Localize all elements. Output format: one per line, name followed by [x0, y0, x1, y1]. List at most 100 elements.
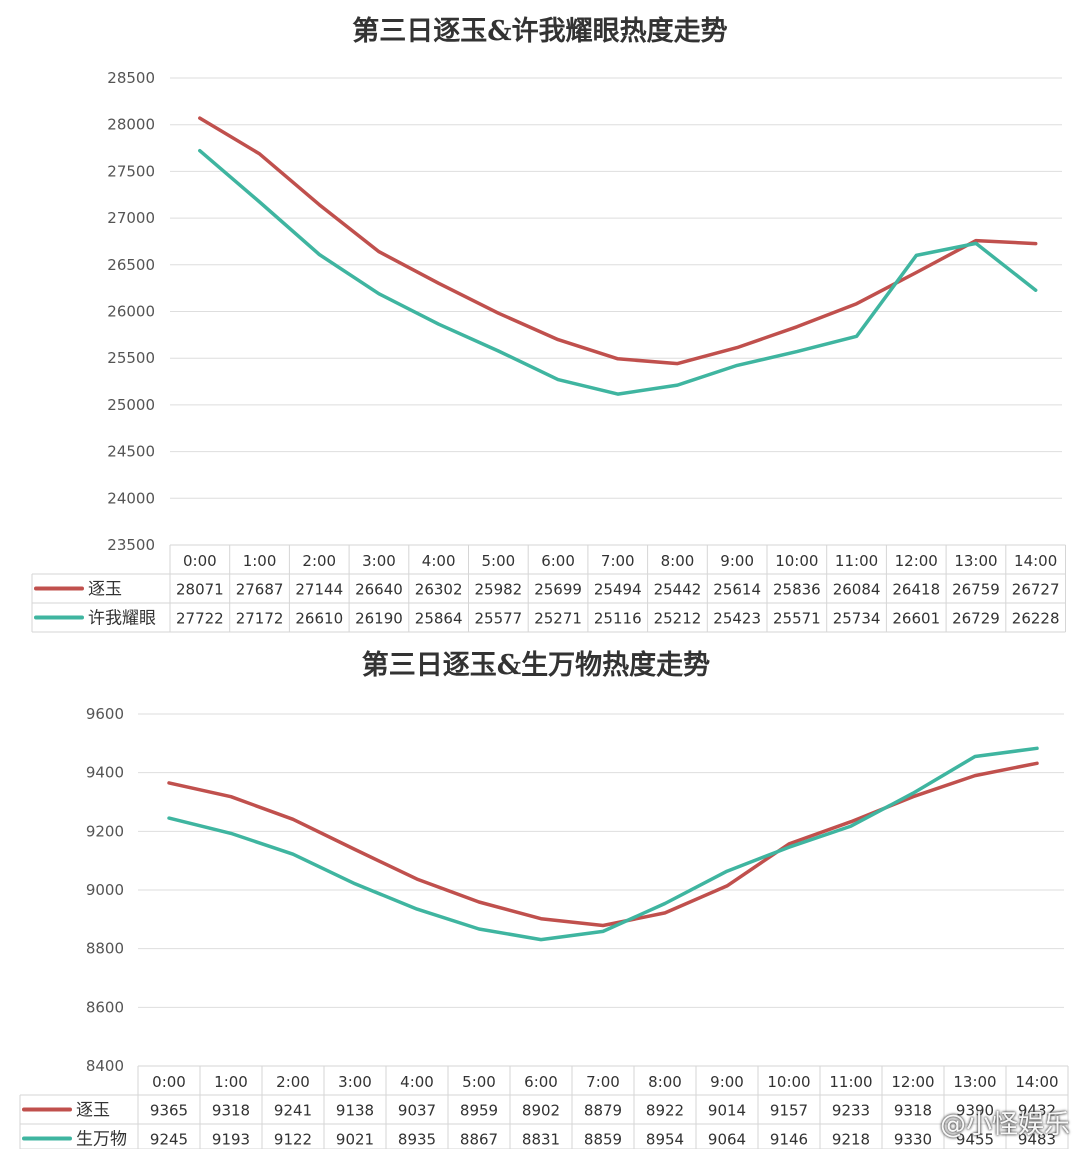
x-tick-label: 8:00: [661, 552, 695, 570]
legend-label: 逐玉: [76, 1101, 110, 1121]
y-tick-label: 8600: [86, 998, 124, 1016]
legend-label: 逐玉: [88, 580, 122, 600]
x-tick-label: 12:00: [895, 552, 938, 570]
data-label: 9318: [894, 1102, 932, 1120]
y-tick-label: 24500: [107, 443, 155, 461]
data-label: 26610: [295, 610, 343, 628]
series-line: [198, 148, 1038, 396]
x-tick-label: 2:00: [302, 552, 336, 570]
data-label: 27722: [176, 610, 224, 628]
data-label: 9432: [1018, 1102, 1056, 1120]
y-tick-label: 9200: [86, 822, 124, 840]
x-tick-label: 13:00: [954, 552, 997, 570]
y-tick-label: 24000: [107, 489, 155, 507]
data-label: 9233: [832, 1102, 870, 1120]
data-label: 25442: [654, 581, 702, 599]
legend-label: 生万物: [76, 1130, 127, 1149]
y-tick-label: 26000: [107, 303, 155, 321]
y-tick-label: 25000: [107, 396, 155, 414]
x-tick-label: 7:00: [586, 1073, 620, 1091]
data-label: 9122: [274, 1131, 312, 1149]
x-tick-label: 14:00: [1015, 1073, 1058, 1091]
y-tick-label: 9600: [86, 705, 124, 723]
x-tick-label: 4:00: [400, 1073, 434, 1091]
data-label: 26302: [415, 581, 463, 599]
data-label: 25271: [534, 610, 582, 628]
series-line: [167, 746, 1039, 942]
data-label: 26729: [952, 610, 1000, 628]
x-tick-label: 1:00: [214, 1073, 248, 1091]
x-tick-label: 12:00: [891, 1073, 934, 1091]
data-label: 25836: [773, 581, 821, 599]
y-tick-label: 27000: [107, 209, 155, 227]
x-tick-label: 0:00: [183, 552, 217, 570]
data-label: 8954: [646, 1131, 684, 1149]
data-label: 9483: [1018, 1131, 1056, 1149]
series-line: [198, 116, 1038, 366]
data-label: 25982: [474, 581, 522, 599]
x-tick-label: 3:00: [338, 1073, 372, 1091]
x-tick-label: 3:00: [362, 552, 396, 570]
data-label: 8922: [646, 1102, 684, 1120]
data-label: 26601: [892, 610, 940, 628]
data-label: 9318: [212, 1102, 250, 1120]
data-label: 26228: [1012, 610, 1060, 628]
y-tick-label: 8800: [86, 940, 124, 958]
data-label: 9146: [770, 1131, 808, 1149]
data-label: 26190: [355, 610, 403, 628]
x-tick-label: 9:00: [710, 1073, 744, 1091]
data-label: 9021: [336, 1131, 374, 1149]
x-tick-label: 10:00: [767, 1073, 810, 1091]
data-label: 9037: [398, 1102, 436, 1120]
data-label: 27144: [295, 581, 343, 599]
data-label: 27687: [236, 581, 284, 599]
data-label: 9064: [708, 1131, 746, 1149]
data-label: 25577: [474, 610, 522, 628]
x-tick-label: 11:00: [835, 552, 878, 570]
data-label: 26759: [952, 581, 1000, 599]
y-tick-label: 28500: [107, 69, 155, 87]
series-line: [167, 761, 1039, 928]
chart-title-2: 第三日逐玉&生万物热度走势: [362, 649, 710, 681]
data-label: 25734: [833, 610, 881, 628]
data-label: 25699: [534, 581, 582, 599]
data-label: 9365: [150, 1102, 188, 1120]
x-tick-label: 8:00: [648, 1073, 682, 1091]
data-label: 9390: [956, 1102, 994, 1120]
y-tick-label: 23500: [107, 536, 155, 554]
data-label: 26640: [355, 581, 403, 599]
y-tick-label: 28000: [107, 116, 155, 134]
x-tick-label: 0:00: [152, 1073, 186, 1091]
data-label: 9241: [274, 1102, 312, 1120]
x-tick-label: 5:00: [482, 552, 516, 570]
data-label: 8879: [584, 1102, 622, 1120]
data-label: 9455: [956, 1131, 994, 1149]
data-label: 26418: [892, 581, 940, 599]
data-label: 26727: [1012, 581, 1060, 599]
data-label: 25423: [713, 610, 761, 628]
data-label: 8859: [584, 1131, 622, 1149]
x-tick-label: 1:00: [243, 552, 277, 570]
x-tick-label: 6:00: [524, 1073, 558, 1091]
data-label: 8867: [460, 1131, 498, 1149]
data-label: 8902: [522, 1102, 560, 1120]
data-label: 9245: [150, 1131, 188, 1149]
y-tick-label: 8400: [86, 1057, 124, 1075]
chart-title-1: 第三日逐玉&许我耀眼热度走势: [352, 15, 727, 47]
data-label: 8935: [398, 1131, 436, 1149]
data-label: 9157: [770, 1102, 808, 1120]
data-label: 26084: [833, 581, 881, 599]
x-tick-label: 13:00: [953, 1073, 996, 1091]
x-tick-label: 7:00: [601, 552, 635, 570]
data-label: 9193: [212, 1131, 250, 1149]
data-label: 9218: [832, 1131, 870, 1149]
data-label: 9014: [708, 1102, 746, 1120]
y-tick-label: 27500: [107, 162, 155, 180]
x-tick-label: 9:00: [720, 552, 754, 570]
data-label: 25494: [594, 581, 642, 599]
data-label: 25864: [415, 610, 463, 628]
x-tick-label: 14:00: [1014, 552, 1057, 570]
x-tick-label: 4:00: [422, 552, 456, 570]
data-label: 8959: [460, 1102, 498, 1120]
